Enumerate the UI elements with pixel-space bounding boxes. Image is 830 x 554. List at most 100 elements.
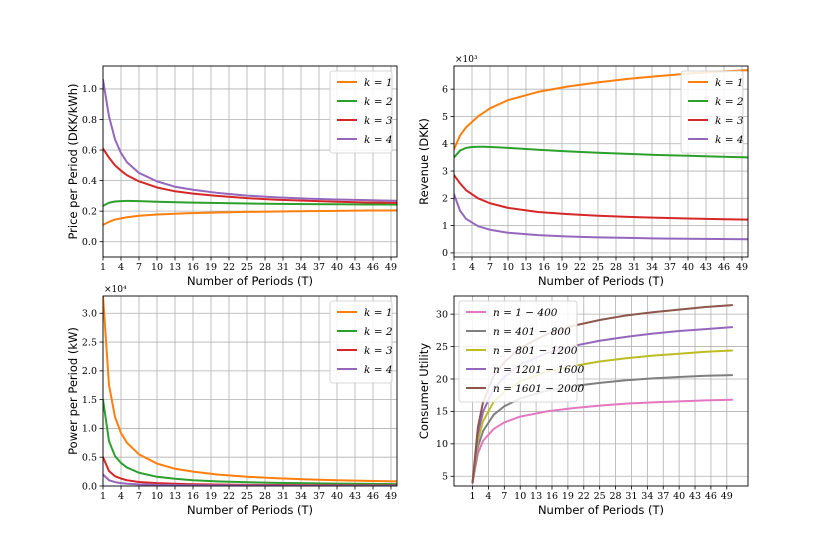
chart-panel-3: 1 4 7 10 13 16 19 22 25 28 31 34 37 40 43 46 49 0.0 0.5 1.0… — [66, 285, 398, 517]
x-tick-label: 10 — [151, 262, 163, 273]
x-tick-label: 10 — [502, 262, 514, 273]
x-tick-label: 28 — [259, 262, 271, 273]
legend-label: k = 1 — [364, 77, 393, 89]
series-line — [103, 398, 397, 486]
x-tick-label: 34 — [295, 491, 307, 502]
x-tick-label: 7 — [136, 491, 142, 502]
x-tick-label: 46 — [705, 491, 717, 502]
legend-label: k = 2 — [364, 96, 393, 108]
chart-panel-2: 1 4 7 10 13 16 19 22 25 28 31 34 37 40 43 46 490123456Nu… — [417, 55, 749, 288]
series-line — [103, 209, 397, 226]
x-tick-label: 1 — [451, 262, 457, 273]
legend-box — [329, 70, 393, 154]
y-axis-label: Price per Period (DKK/kWh) — [66, 83, 80, 239]
plot-frame — [102, 295, 398, 487]
x-tick-label: 13 — [530, 491, 542, 502]
legend-label: k = 3 — [715, 115, 744, 127]
x-tick-label: 43 — [349, 491, 361, 502]
y-tick-label: 1.0 — [82, 424, 97, 435]
x-tick-label: 40 — [682, 262, 694, 273]
y-tick-label: 0 — [442, 248, 448, 259]
y-tick-label: 15 — [436, 407, 448, 418]
x-tick-label: 16 — [538, 262, 550, 273]
legend-label: n = 1201 − 1600 — [493, 364, 584, 376]
legend: k = 1 k = 2 k = 3 k = 4 — [680, 70, 744, 154]
x-tick-label: 43 — [689, 491, 701, 502]
plot-frame — [453, 65, 749, 258]
x-tick-label: 1 — [100, 491, 106, 502]
x-tick-label: 13 — [169, 491, 181, 502]
legend-box — [680, 70, 744, 154]
x-tick-label: 19 — [556, 262, 568, 273]
y-tick-label: 6 — [442, 84, 448, 95]
legend-label: n = 801 − 1200 — [493, 345, 578, 357]
y-tick-label: 2 — [442, 194, 448, 205]
axis-multiplier: ×10³ — [455, 55, 478, 65]
x-tick-label: 13 — [520, 262, 532, 273]
x-tick-label: 31 — [277, 491, 289, 502]
y-tick-label: 3 — [442, 166, 448, 177]
legend-label: k = 3 — [364, 115, 393, 127]
series-line — [454, 193, 748, 241]
x-tick-label: 4 — [118, 262, 124, 273]
y-tick-label: 1 — [442, 221, 448, 232]
y-tick-label: 20 — [436, 374, 448, 385]
series-line — [103, 78, 397, 202]
x-tick-label: 49 — [385, 491, 397, 502]
x-tick-label: 22 — [578, 491, 590, 502]
x-tick-label: 46 — [718, 262, 730, 273]
x-tick-label: 31 — [625, 491, 637, 502]
x-tick-label: 37 — [657, 491, 669, 502]
x-tick-label: 28 — [610, 262, 622, 273]
x-tick-label: 43 — [700, 262, 712, 273]
x-tick-label: 7 — [501, 491, 507, 502]
x-tick-label: 37 — [664, 262, 676, 273]
series-line — [103, 147, 397, 204]
series-line — [454, 145, 748, 159]
x-tick-label: 37 — [313, 262, 325, 273]
x-tick-label: 7 — [487, 262, 493, 273]
legend: n = 1 − 400 n = 401 − 800 n = 801 − 1200 n … — [458, 300, 584, 403]
legend: k = 1 k = 2 k = 3 k = 4 — [329, 300, 393, 384]
legend-box — [458, 300, 578, 403]
legend-label: n = 401 − 800 — [493, 326, 571, 338]
legend-label: k = 4 — [715, 134, 744, 146]
x-tick-label: 25 — [241, 262, 253, 273]
y-axis-label: Consumer Utility — [417, 343, 431, 439]
x-tick-label: 22 — [223, 262, 235, 273]
y-tick-label: 5 — [442, 112, 448, 123]
x-tick-label: 16 — [187, 491, 199, 502]
y-axis-label: Revenue (DKK) — [417, 118, 431, 205]
x-tick-label: 16 — [546, 491, 558, 502]
series-line — [103, 199, 397, 207]
x-tick-label: 19 — [205, 262, 217, 273]
plot-frame — [453, 295, 749, 487]
x-tick-label: 1 — [470, 491, 476, 502]
series-group — [103, 78, 397, 226]
x-tick-label: 34 — [295, 262, 307, 273]
axis-multiplier: ×10⁴ — [104, 285, 127, 295]
x-tick-label: 4 — [118, 491, 124, 502]
x-tick-label: 22 — [574, 262, 586, 273]
x-axis-label: Number of Periods (T) — [187, 274, 313, 288]
x-tick-label: 49 — [385, 262, 397, 273]
legend-label: n = 1 − 400 — [493, 307, 558, 319]
x-tick-label: 19 — [562, 491, 574, 502]
y-tick-label: 3.0 — [82, 309, 97, 320]
x-tick-label: 10 — [151, 491, 163, 502]
y-tick-label: 2.0 — [82, 366, 97, 377]
x-tick-label: 46 — [367, 491, 379, 502]
x-axis-label: Number of Periods (T) — [538, 503, 664, 517]
chart-panel-4: 1 4 7 10 13 16 19 22 25 28 31 34 37 40 43 46 49 5 10 15 20 25… — [417, 295, 749, 517]
x-tick-label: 49 — [736, 262, 748, 273]
chart-panel-1: 1 4 7 10 13 16 19 22 25 28 31 34 37 40 43 46 49 0.0 0.2 0.4… — [66, 65, 398, 288]
x-axis-label: Number of Periods (T) — [187, 503, 313, 517]
y-tick-label: 10 — [436, 439, 448, 450]
x-tick-label: 10 — [514, 491, 526, 502]
legend: k = 1 k = 2 k = 3 k = 4 — [329, 70, 393, 154]
x-tick-label: 7 — [136, 262, 142, 273]
legend-label: k = 2 — [364, 326, 393, 338]
y-tick-label: 0.0 — [82, 481, 97, 492]
y-tick-label: 0.2 — [82, 206, 97, 217]
